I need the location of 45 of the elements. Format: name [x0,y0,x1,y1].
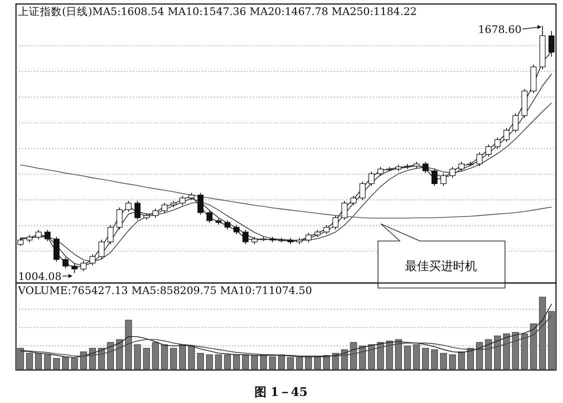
candlestick [152,208,158,218]
candlestick [126,200,132,212]
candlestick [324,224,330,235]
candlestick [206,210,212,224]
candlestick [486,144,492,157]
candlestick [512,112,518,133]
candlestick [162,202,168,214]
candlestick [180,195,186,206]
candlestick [54,236,60,262]
candlestick [108,224,114,244]
candlestick [332,215,338,230]
annotation: 最佳买进时机 [405,259,477,273]
candlestick [62,256,68,269]
candlestick [476,152,482,167]
candlestick [44,229,50,242]
candlestick [90,254,96,266]
candlestick [440,173,446,186]
candlestick [450,166,456,178]
candlestick [548,30,554,58]
candlestick [116,207,122,230]
candlestick [368,171,374,186]
candlestick [342,200,348,220]
candlestick [494,137,500,150]
candlestick [350,195,356,206]
candlestick [80,260,86,272]
candlestick [36,229,42,240]
candlestick [504,128,510,142]
candlestick [458,161,464,172]
annotation: 1004.08 [18,271,62,283]
candlestick [360,181,366,201]
caption: 图 1－45 [254,385,308,399]
annotation: 1678.60 [478,24,522,36]
candlestick [72,263,78,274]
candlestick [98,239,104,260]
candlestick [432,168,438,186]
candlestick [306,232,312,243]
candlestick [242,229,248,244]
candlestick [234,224,240,235]
candlestick [134,200,140,220]
candlestick [198,192,204,216]
candlestick [422,161,428,174]
candlestick [224,220,230,230]
chart-title: VOLUME:765427.13 MA5:858209.75 MA10:711074.50 [17,285,312,297]
candlestick [378,166,384,176]
chart-title: 上证指数(日线)MA5:1608.54 MA10:1547.36 MA20:1467.78 MA250:1184.22 [18,5,417,18]
